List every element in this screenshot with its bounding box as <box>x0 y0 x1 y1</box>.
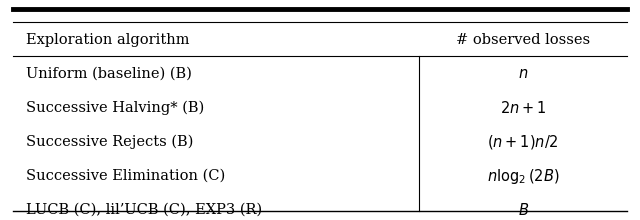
Text: $2n+1$: $2n+1$ <box>500 100 547 116</box>
Text: $n$: $n$ <box>518 67 529 81</box>
Text: # observed losses: # observed losses <box>456 33 590 47</box>
Text: LUCB (C), lil’UCB (C), EXP3 (R): LUCB (C), lil’UCB (C), EXP3 (R) <box>26 203 262 217</box>
Text: $n\log_2(2B)$: $n\log_2(2B)$ <box>487 167 559 185</box>
Text: $(n+1)n/2$: $(n+1)n/2$ <box>488 133 559 151</box>
Text: Exploration algorithm: Exploration algorithm <box>26 33 189 47</box>
Text: Successive Elimination (C): Successive Elimination (C) <box>26 169 225 183</box>
Text: Successive Rejects (B): Successive Rejects (B) <box>26 135 193 149</box>
Text: Uniform (baseline) (B): Uniform (baseline) (B) <box>26 67 191 81</box>
Text: $B$: $B$ <box>518 202 529 218</box>
Text: Successive Halving* (B): Successive Halving* (B) <box>26 101 204 115</box>
